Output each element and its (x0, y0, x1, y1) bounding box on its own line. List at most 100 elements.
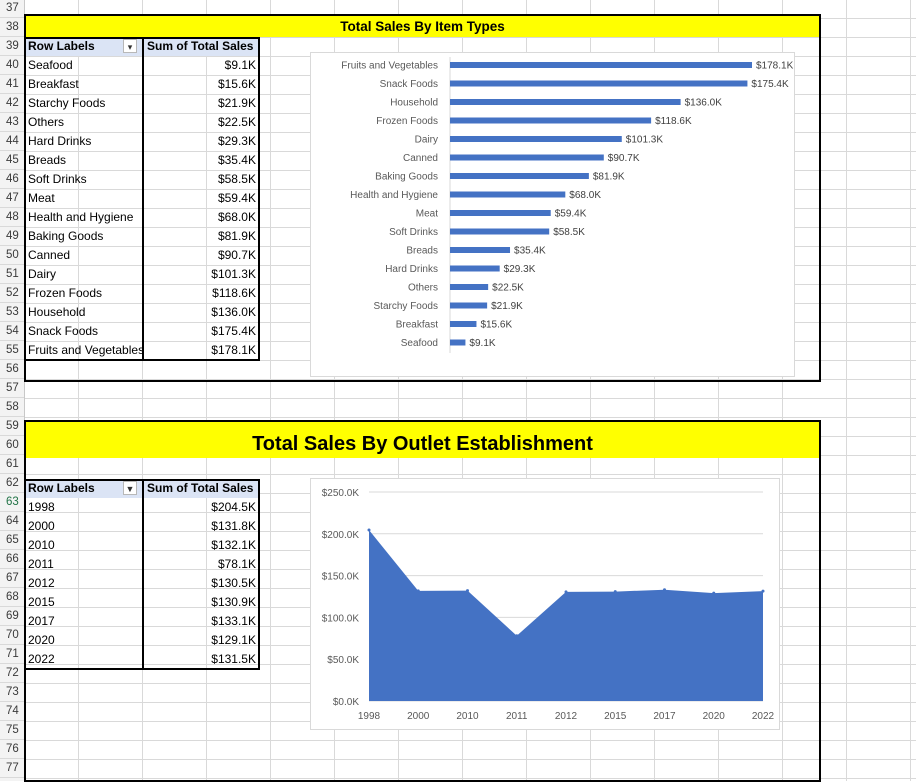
pivot-row-value[interactable]: $68.0K (217, 210, 256, 224)
pivot-row-value[interactable]: $131.5K (211, 652, 256, 666)
row-number[interactable]: 51 (0, 265, 24, 284)
row-number[interactable]: 50 (0, 246, 24, 265)
pivot-row-value[interactable]: $101.3K (211, 267, 256, 281)
row-number[interactable]: 47 (0, 189, 24, 208)
row-number[interactable]: 54 (0, 322, 24, 341)
pivot-row-value[interactable]: $22.5K (217, 115, 256, 129)
pivot-row-value[interactable]: $133.1K (211, 614, 256, 628)
row-number[interactable]: 75 (0, 721, 24, 740)
bar[interactable] (450, 321, 477, 327)
row-number[interactable]: 62 (0, 474, 24, 493)
row-number[interactable]: 39 (0, 37, 24, 56)
outlet-pivot-table[interactable]: Row Labels ▼ Sum of Total Sales 1998 $204.5K… (24, 479, 260, 670)
pivot-row-value[interactable]: $35.4K (217, 153, 256, 167)
pivot-row-label[interactable]: 2022 (28, 652, 55, 666)
bar[interactable] (450, 191, 566, 198)
row-number[interactable]: 46 (0, 170, 24, 189)
row-number[interactable]: 77 (0, 759, 24, 778)
pivot-row-value[interactable]: $131.8K (211, 519, 256, 533)
row-number[interactable]: 40 (0, 56, 24, 75)
row-number[interactable]: 52 (0, 284, 24, 303)
row-number[interactable]: 37 (0, 0, 24, 18)
pivot-row-label[interactable]: Household (28, 305, 86, 319)
pivot-row-label[interactable]: Others (28, 115, 65, 129)
pivot-row-label[interactable]: Baking Goods (28, 229, 104, 243)
row-number[interactable]: 42 (0, 94, 24, 113)
pivot-row-label[interactable]: Breads (28, 153, 67, 167)
pivot-row-value[interactable]: $132.1K (211, 538, 256, 552)
bar[interactable] (450, 80, 748, 87)
row-number[interactable]: 60 (0, 436, 24, 455)
pivot-header-value[interactable]: Sum of Total Sales (143, 37, 259, 56)
pivot-row-value[interactable]: $90.7K (217, 248, 256, 262)
bar[interactable] (450, 228, 550, 235)
pivot-row-value[interactable]: $136.0K (211, 305, 256, 319)
pivot-row-label[interactable]: Meat (28, 191, 55, 205)
row-number[interactable]: 49 (0, 227, 24, 246)
row-number[interactable]: 48 (0, 208, 24, 227)
pivot-row-label[interactable]: 2015 (28, 595, 55, 609)
pivot-header-value[interactable]: Sum of Total Sales (143, 479, 259, 498)
sort-filter-icon[interactable]: ▾ (123, 39, 137, 53)
pivot-row-value[interactable]: $204.5K (211, 500, 256, 514)
pivot-row-value[interactable]: $130.5K (211, 576, 256, 590)
pivot-row-label[interactable]: 2012 (28, 576, 55, 590)
pivot-row-label[interactable]: 2017 (28, 614, 55, 628)
pivot-row-label[interactable]: 2020 (28, 633, 55, 647)
pivot-row-value[interactable]: $9.1K (224, 58, 256, 72)
row-number[interactable]: 65 (0, 531, 24, 550)
pivot-row-label[interactable]: 2011 (28, 557, 54, 571)
pivot-row-value[interactable]: $175.4K (211, 324, 256, 338)
row-number[interactable]: 56 (0, 360, 24, 379)
row-number[interactable]: 74 (0, 702, 24, 721)
row-number[interactable]: 57 (0, 379, 24, 398)
row-number[interactable]: 73 (0, 683, 24, 702)
pivot-row-value[interactable]: $118.6K (212, 286, 256, 300)
row-number[interactable]: 71 (0, 645, 24, 664)
pivot-row-label[interactable]: 2000 (28, 519, 55, 533)
bar[interactable] (450, 62, 752, 68)
pivot-row-label[interactable]: Soft Drinks (28, 172, 87, 186)
pivot-row-value[interactable]: $29.3K (217, 134, 256, 148)
row-number[interactable]: 66 (0, 550, 24, 569)
pivot-row-value[interactable]: $21.9K (217, 96, 256, 110)
bar[interactable] (450, 302, 488, 309)
pivot-row-label[interactable]: 1998 (28, 500, 55, 514)
pivot-row-value[interactable]: $129.1K (211, 633, 256, 647)
pivot-row-label[interactable]: Seafood (28, 58, 73, 72)
bar[interactable] (450, 117, 652, 124)
pivot-row-label[interactable]: Dairy (28, 267, 57, 281)
pivot-row-label[interactable]: Health and Hygiene (28, 210, 134, 224)
bar[interactable] (450, 173, 589, 179)
bar[interactable] (450, 210, 551, 216)
pivot-row-label[interactable]: Starchy Foods (28, 96, 106, 110)
pivot-header-label[interactable]: Row Labels (24, 37, 143, 56)
bar[interactable] (450, 247, 511, 253)
row-number[interactable]: 41 (0, 75, 24, 94)
row-number[interactable]: 59 (0, 417, 24, 436)
pivot-row-value[interactable]: $58.5K (217, 172, 256, 186)
bar[interactable] (450, 99, 681, 105)
outlet-area-chart[interactable]: $0.0K $50.0K $100.0K $150.0K $200.0K $250.0K 1… (310, 478, 780, 730)
bar[interactable] (450, 154, 604, 161)
pivot-row-label[interactable]: Snack Foods (28, 324, 99, 338)
row-number[interactable]: 64 (0, 512, 24, 531)
row-number[interactable]: 43 (0, 113, 24, 132)
bar[interactable] (450, 265, 500, 272)
pivot-row-value[interactable]: $81.9K (217, 229, 256, 243)
item-bar-chart[interactable]: Fruits and Vegetables $178.1K Snack Foods $… (310, 52, 795, 377)
row-number[interactable]: 63 (0, 493, 24, 512)
row-number[interactable]: 69 (0, 607, 24, 626)
pivot-row-value[interactable]: $15.6K (217, 77, 256, 91)
row-number[interactable]: 70 (0, 626, 24, 645)
pivot-row-label[interactable]: 2010 (28, 538, 55, 552)
row-number[interactable]: 55 (0, 341, 24, 360)
row-number[interactable]: 67 (0, 569, 24, 588)
pivot-row-label[interactable]: Fruits and Vegetables (28, 343, 143, 357)
bar[interactable] (450, 339, 466, 346)
pivot-row-label[interactable]: Breakfast (28, 77, 79, 91)
area-series[interactable] (369, 530, 763, 701)
pivot-row-value[interactable]: $178.1K (211, 343, 256, 357)
bar[interactable] (450, 136, 622, 142)
pivot-row-value[interactable]: $78.1K (217, 557, 256, 571)
